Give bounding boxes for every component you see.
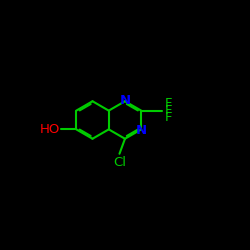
Text: F: F (164, 111, 172, 124)
Text: F: F (164, 97, 172, 110)
Text: N: N (120, 94, 130, 107)
Text: F: F (164, 104, 172, 117)
Text: HO: HO (40, 123, 60, 136)
Text: Cl: Cl (113, 156, 126, 169)
Text: N: N (136, 124, 147, 136)
